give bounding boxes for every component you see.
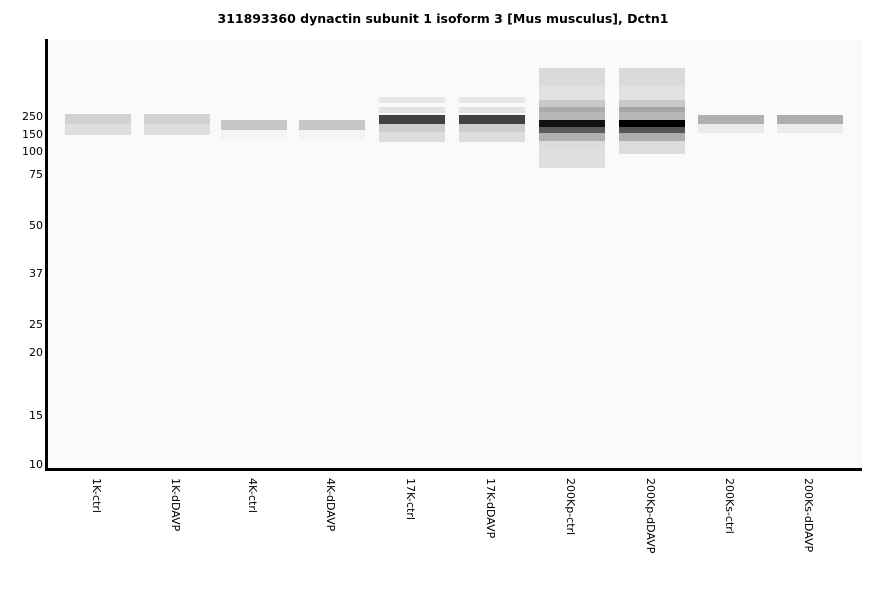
x-tick-label: 4K-ctrl bbox=[246, 478, 259, 513]
x-tick-label: 200Kp-dDAVP bbox=[644, 478, 657, 554]
gel-band bbox=[539, 86, 605, 101]
gel-band bbox=[619, 140, 685, 154]
gel-lane bbox=[379, 40, 445, 470]
gel-band bbox=[221, 120, 287, 131]
x-tick-label: 4K-dDAVP bbox=[324, 478, 337, 532]
gel-band bbox=[698, 123, 764, 134]
gel-band bbox=[539, 100, 605, 108]
gel-band bbox=[459, 107, 525, 113]
gel-lane bbox=[299, 40, 365, 470]
y-axis-tick-labels: 250 150 100 75 50 37 25 20 15 10 bbox=[0, 0, 43, 595]
x-tick-label: 17K-ctrl bbox=[404, 478, 417, 520]
y-tick-label: 75 bbox=[29, 168, 43, 181]
x-tick-label: 17K-dDAVP bbox=[484, 478, 497, 539]
gel-band bbox=[379, 97, 445, 103]
x-tick-label: 1K-ctrl bbox=[90, 478, 103, 513]
y-tick-label: 150 bbox=[22, 128, 43, 141]
x-tick-label: 200Kp-ctrl bbox=[564, 478, 577, 536]
gel-band bbox=[459, 97, 525, 103]
gel-band bbox=[379, 132, 445, 142]
gel-band bbox=[221, 130, 287, 141]
gel-band bbox=[65, 114, 131, 124]
y-tick-label: 250 bbox=[22, 110, 43, 123]
gel-band bbox=[539, 107, 605, 113]
x-axis-line bbox=[45, 468, 862, 471]
gel-band bbox=[459, 132, 525, 142]
x-tick-label: 200Ks-dDAVP bbox=[802, 478, 815, 553]
gel-band bbox=[144, 123, 210, 135]
gel-band bbox=[379, 115, 445, 124]
gel-band bbox=[619, 100, 685, 108]
gel-lane bbox=[65, 40, 131, 470]
gel-band bbox=[619, 112, 685, 120]
gel-band bbox=[619, 133, 685, 141]
gel-band bbox=[619, 126, 685, 134]
y-axis-line bbox=[45, 39, 48, 471]
y-tick-label: 50 bbox=[29, 219, 43, 232]
gel-band bbox=[299, 130, 365, 141]
y-tick-label: 15 bbox=[29, 409, 43, 422]
gel-band bbox=[539, 140, 605, 150]
gel-band bbox=[379, 123, 445, 133]
gel-band bbox=[144, 114, 210, 124]
gel-band bbox=[65, 123, 131, 135]
gel-band bbox=[459, 115, 525, 124]
gel-band bbox=[777, 123, 843, 134]
gel-band bbox=[619, 68, 685, 87]
x-tick-label: 1K-dDAVP bbox=[169, 478, 182, 532]
plot-area bbox=[48, 40, 862, 470]
gel-band bbox=[619, 86, 685, 101]
gel-band bbox=[539, 126, 605, 134]
gel-band bbox=[539, 112, 605, 120]
gel-band bbox=[539, 133, 605, 141]
gel-band bbox=[698, 114, 764, 124]
gel-lane bbox=[459, 40, 525, 470]
gel-lane bbox=[777, 40, 843, 470]
gel-band bbox=[619, 119, 685, 127]
gel-band bbox=[459, 123, 525, 133]
gel-lane bbox=[144, 40, 210, 470]
gel-lane bbox=[221, 40, 287, 470]
gel-band bbox=[539, 119, 605, 127]
gel-band bbox=[379, 107, 445, 113]
y-tick-label: 25 bbox=[29, 318, 43, 331]
y-tick-label: 10 bbox=[29, 458, 43, 471]
page-title: 311893360 dynactin subunit 1 isoform 3 [… bbox=[217, 11, 669, 26]
gel-band bbox=[777, 114, 843, 124]
y-tick-label: 20 bbox=[29, 346, 43, 359]
gel-band bbox=[299, 120, 365, 131]
y-tick-label: 100 bbox=[22, 145, 43, 158]
gel-lane bbox=[619, 40, 685, 470]
gel-band bbox=[619, 107, 685, 113]
y-tick-label: 37 bbox=[29, 267, 43, 280]
gel-band bbox=[539, 68, 605, 87]
gel-lane bbox=[539, 40, 605, 470]
gel-lane bbox=[698, 40, 764, 470]
gel-band bbox=[539, 149, 605, 168]
x-tick-label: 200Ks-ctrl bbox=[723, 478, 736, 534]
